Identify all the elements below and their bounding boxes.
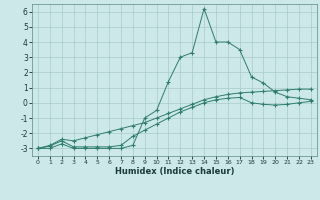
X-axis label: Humidex (Indice chaleur): Humidex (Indice chaleur) <box>115 167 234 176</box>
